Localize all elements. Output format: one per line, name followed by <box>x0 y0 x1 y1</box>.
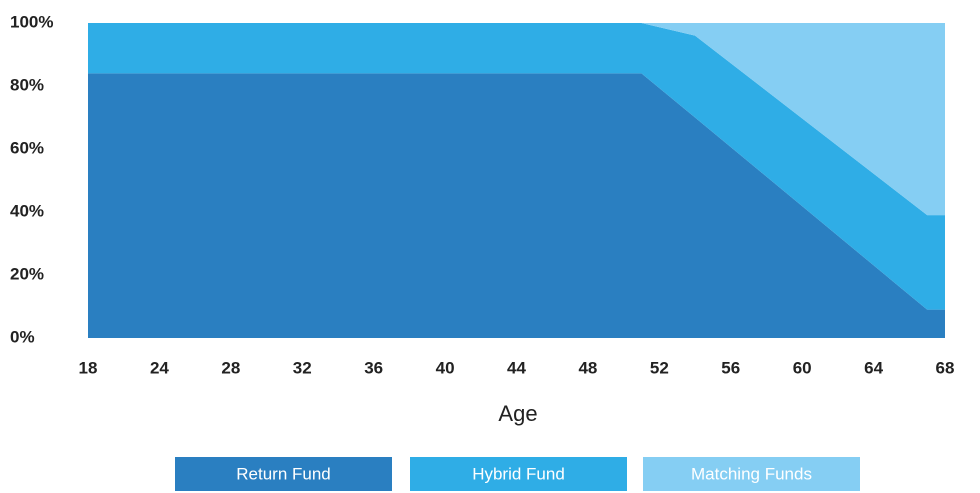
x-axis-title: Age <box>498 401 537 426</box>
x-tick-label: 24 <box>150 358 169 377</box>
y-tick-label: 20% <box>10 264 44 283</box>
x-tick-label: 56 <box>721 358 740 377</box>
x-tick-label: 48 <box>578 358 597 377</box>
x-tick-label: 60 <box>793 358 812 377</box>
x-tick-label: 68 <box>936 358 955 377</box>
area <box>88 23 945 310</box>
x-tick-label: 44 <box>507 358 526 377</box>
x-tick-label: 18 <box>79 358 98 377</box>
y-tick-label: 0% <box>10 327 35 346</box>
area <box>88 23 945 216</box>
x-tick-label: 64 <box>864 358 883 377</box>
y-tick-label: 100% <box>10 12 53 31</box>
x-tick-label: 36 <box>364 358 383 377</box>
y-tick-label: 80% <box>10 75 44 94</box>
area <box>88 73 945 339</box>
legend-swatch <box>175 457 392 491</box>
y-tick-label: 60% <box>10 138 44 157</box>
x-tick-label: 40 <box>436 358 455 377</box>
legend-swatch <box>643 457 860 491</box>
x-tick-label: 32 <box>293 358 312 377</box>
x-tick-label: 52 <box>650 358 669 377</box>
legend-label: Return Fund <box>236 464 331 483</box>
legend-label: Hybrid Fund <box>472 464 565 483</box>
legend-label: Matching Funds <box>691 464 812 483</box>
x-tick-label: 28 <box>221 358 240 377</box>
y-tick-label: 40% <box>10 201 44 220</box>
plot-area <box>88 23 945 339</box>
legend-swatch <box>410 457 627 491</box>
